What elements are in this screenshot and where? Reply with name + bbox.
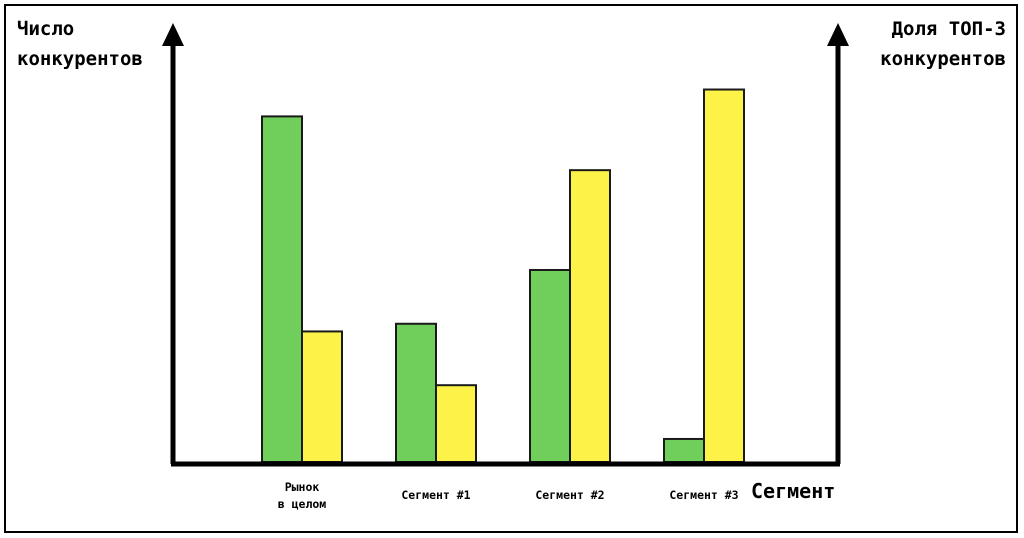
right-y-axis-title: Доля ТОП-3 конкурентов [880,18,1006,70]
x-tick-label-4: Сегмент #3 [669,488,739,502]
bar-competitors-1 [261,115,303,464]
x-axis-title: Сегмент [751,479,836,503]
bar-top3-share-2 [435,384,477,464]
bars-layer [261,88,745,464]
bar-competitors-4 [663,437,705,463]
left-y-axis-title: Число конкурентов [17,18,143,70]
bar-top3-share-3 [569,169,611,463]
x-tick-label-3: Сегмент #2 [535,488,605,502]
left-y-axis-arrow [162,23,184,46]
x-tick-label-2: Сегмент #1 [401,488,471,502]
right-y-axis-arrow [827,23,849,46]
bar-top3-share-1 [301,330,343,463]
bar-top3-share-4 [703,88,745,464]
x-tick-label-1: Рынок в целом [277,480,327,511]
bar-competitors-2 [395,322,437,464]
bar-competitors-3 [529,269,571,463]
axes-layer [162,23,849,467]
